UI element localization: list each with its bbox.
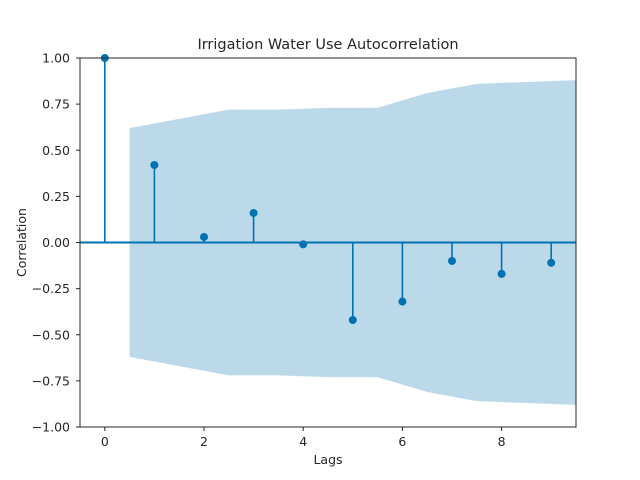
y-tick-label: 1.00 (42, 51, 70, 66)
stem-marker (348, 315, 357, 324)
stem-marker (150, 161, 159, 170)
y-tick-label: −0.50 (32, 327, 70, 342)
x-tick-label: 0 (101, 434, 109, 449)
y-tick-label: 0.50 (42, 143, 70, 158)
y-tick-label: 0.00 (42, 235, 70, 250)
x-ticks: 0 2 4 6 8 (101, 427, 506, 449)
y-ticks: −1.00 −0.75 −0.50 −0.25 0.00 0.25 0.50 0.75 1.00 (32, 51, 80, 435)
x-tick-label: 2 (200, 434, 208, 449)
stem-marker (249, 208, 258, 217)
y-tick-label: 0.25 (42, 189, 70, 204)
x-tick-label: 6 (398, 434, 406, 449)
stem-marker (200, 232, 208, 241)
stem-marker (497, 269, 506, 278)
y-tick-label: −0.75 (32, 373, 70, 388)
x-tick-label: 8 (498, 434, 506, 449)
y-tick-label: −1.00 (32, 420, 70, 435)
chart-title: Irrigation Water Use Autocorrelation (197, 37, 458, 53)
stem-marker (398, 297, 407, 306)
stem-marker (299, 240, 308, 249)
x-tick-label: 4 (299, 434, 307, 449)
x-axis-label: Lags (313, 452, 342, 467)
stem-marker (547, 258, 556, 267)
y-tick-label: −0.25 (32, 281, 70, 296)
stem-marker (448, 256, 456, 265)
y-tick-label: 0.75 (42, 97, 70, 112)
y-axis-label: Correlation (14, 208, 29, 277)
